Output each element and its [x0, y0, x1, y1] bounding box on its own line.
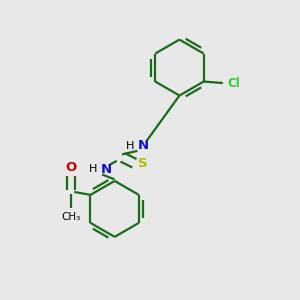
Text: O: O [66, 161, 77, 174]
Text: N: N [138, 139, 149, 152]
Text: H: H [88, 164, 97, 174]
Text: S: S [138, 157, 148, 170]
Text: Cl: Cl [227, 76, 240, 89]
Text: CH₃: CH₃ [62, 212, 81, 222]
Text: N: N [100, 163, 111, 176]
Text: H: H [126, 141, 134, 151]
